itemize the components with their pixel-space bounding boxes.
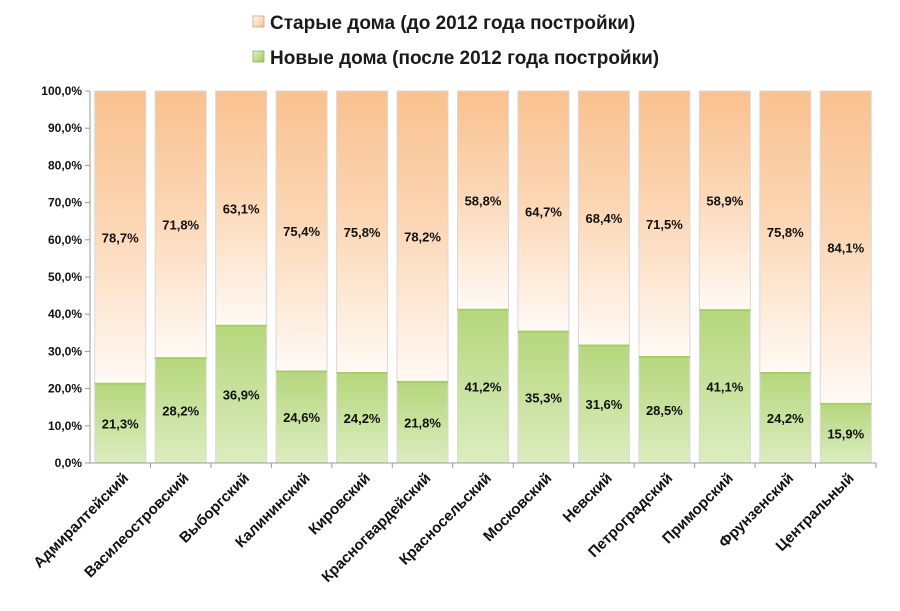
- data-label-old: 84,1%: [827, 240, 864, 255]
- bar-new-8: [517, 331, 570, 464]
- bar-new-11: [698, 309, 751, 464]
- bar-old-3: [215, 90, 268, 327]
- legend-label-old: Старые дома (до 2012 года постройки): [270, 13, 635, 34]
- bar-old-1: [94, 90, 147, 385]
- legend-swatch-new: [252, 50, 265, 63]
- data-label-old: 68,4%: [585, 211, 622, 226]
- y-tick-label: 20,0%: [48, 382, 82, 396]
- bar-old-11: [698, 90, 751, 311]
- bar-new-9: [577, 344, 630, 464]
- data-label-new: 31,6%: [585, 397, 622, 412]
- bar-old-5: [336, 90, 389, 374]
- legend-swatch-old: [252, 15, 265, 28]
- y-tick-label: 70,0%: [48, 196, 82, 210]
- bar-old-7: [457, 90, 509, 311]
- bar-new-10: [638, 356, 691, 464]
- data-label-old: 75,4%: [283, 224, 320, 239]
- bar-old-4: [275, 90, 328, 372]
- bar-new-5: [336, 372, 389, 464]
- y-tick-label: 10,0%: [48, 419, 82, 433]
- y-tick-label: 60,0%: [48, 233, 82, 247]
- data-label-old: 71,8%: [162, 218, 199, 233]
- bar-old-8: [517, 90, 570, 333]
- data-label-new: 35,3%: [525, 390, 562, 405]
- bar-new-3: [215, 325, 268, 464]
- legend-item-new: Новые дома (после 2012 года постройки): [252, 48, 659, 69]
- data-label-old: 63,1%: [223, 201, 260, 216]
- data-label-new: 41,2%: [465, 379, 502, 394]
- data-label-new: 24,2%: [767, 411, 804, 426]
- data-label-old: 58,9%: [706, 194, 743, 209]
- y-tick-label: 40,0%: [48, 307, 82, 321]
- data-label-new: 36,9%: [223, 387, 260, 402]
- y-tick-label: 80,0%: [48, 158, 82, 172]
- x-category-label: Невский: [560, 470, 616, 526]
- data-label-new: 28,2%: [162, 404, 199, 419]
- data-label-old: 78,2%: [404, 229, 441, 244]
- bar-old-13: [819, 90, 872, 405]
- data-labels: 78,7% 21,3% 71,8% 28,2% 63,1% 36,9% 75,4% 24,6%…: [102, 193, 865, 441]
- data-label-new: 21,3%: [102, 416, 139, 431]
- data-label-new: 21,8%: [404, 415, 441, 430]
- bar-new-7: [457, 309, 509, 464]
- data-label-old: 64,7%: [525, 204, 562, 219]
- legend-label-new: Новые дома (после 2012 года постройки): [270, 48, 659, 69]
- y-axis: 0,0% 10,0% 20,0% 30,0% 40,0% 50,0% 60,0% 70,0% 8…: [41, 84, 91, 470]
- data-label-new: 15,9%: [827, 426, 864, 441]
- data-label-old: 78,7%: [102, 230, 139, 245]
- data-label-old: 75,8%: [344, 225, 381, 240]
- x-category-label: Василеостровский: [81, 470, 192, 581]
- data-label-new: 41,1%: [706, 380, 743, 395]
- data-label-new: 24,2%: [344, 411, 381, 426]
- data-label-new: 24,6%: [283, 410, 320, 425]
- y-tick-label: 50,0%: [48, 270, 82, 284]
- data-label-old: 71,5%: [646, 217, 683, 232]
- bar-new-13: [819, 403, 872, 464]
- bar-new-4: [275, 370, 328, 464]
- bar-new-6: [396, 381, 449, 464]
- bar-old-9: [577, 90, 630, 346]
- bar-old-2: [154, 90, 207, 359]
- y-tick-label: 0,0%: [55, 456, 83, 470]
- x-category-label: Красногвардейский: [318, 470, 434, 586]
- y-tick-label: 100,0%: [41, 84, 82, 98]
- data-label-old: 58,8%: [465, 193, 502, 208]
- y-tick-label: 90,0%: [48, 121, 82, 135]
- legend-item-old: Старые дома (до 2012 года постройки): [252, 13, 635, 34]
- y-tick-label: 30,0%: [48, 344, 82, 358]
- data-label-old: 75,8%: [767, 225, 804, 240]
- x-axis: АдмиралтейскийВасилеостровскийВыборгский…: [30, 462, 877, 586]
- bar-old-6: [396, 90, 449, 383]
- bars: [94, 90, 872, 464]
- data-label-new: 28,5%: [646, 403, 683, 418]
- legend: Старые дома (до 2012 года постройки) Нов…: [252, 13, 659, 69]
- bar-new-12: [759, 372, 812, 464]
